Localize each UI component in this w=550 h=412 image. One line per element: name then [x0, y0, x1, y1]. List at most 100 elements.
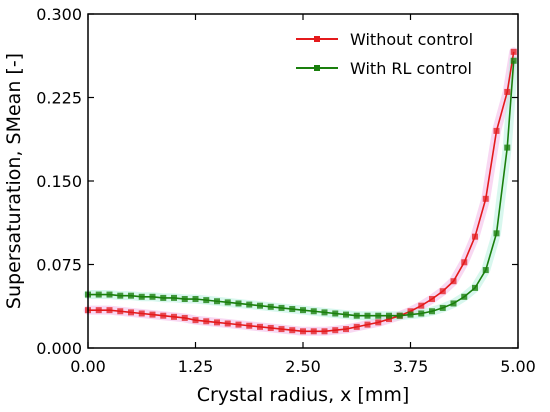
data-point [171, 294, 177, 301]
data-point [267, 303, 274, 310]
data-point [510, 57, 517, 64]
data-point [171, 313, 177, 320]
data-point [246, 301, 253, 308]
legend-label-with-rl-control: With RL control [350, 59, 472, 78]
data-point [138, 293, 145, 300]
legend-marker-with-rl-control [314, 65, 320, 71]
data-point [160, 312, 167, 319]
data-point [493, 230, 500, 237]
data-point [278, 304, 285, 311]
data-point [257, 323, 263, 330]
data-point [364, 312, 371, 319]
legend-marker-without-control [314, 36, 320, 42]
data-point [106, 291, 113, 298]
data-point [257, 302, 263, 309]
data-point [289, 327, 296, 334]
data-point [235, 300, 242, 307]
data-point [450, 300, 457, 307]
data-point [353, 312, 360, 319]
data-point [493, 127, 500, 134]
x-tick-label: 5.00 [500, 357, 536, 376]
data-point [407, 308, 414, 315]
legend: Without control With RL control [296, 30, 473, 78]
data-point [429, 296, 435, 303]
y-tick-label: 0.300 [36, 5, 82, 24]
x-tick-label: 1.25 [178, 357, 214, 376]
data-point [450, 278, 457, 285]
data-point [461, 259, 468, 266]
x-tick-label: 3.75 [393, 357, 429, 376]
data-point [332, 310, 339, 317]
x-axis-label: Crystal radius, x [mm] [197, 384, 410, 406]
data-point [117, 308, 124, 315]
y-tick-label: 0.150 [36, 172, 82, 191]
data-point [203, 318, 210, 325]
data-point [310, 308, 317, 315]
data-point [128, 292, 134, 299]
y-axis: 0.000 0.075 0.150 0.225 0.300 [36, 5, 518, 358]
data-point [504, 144, 511, 151]
data-point [321, 328, 328, 335]
data-point [321, 309, 328, 316]
data-point [439, 288, 446, 295]
data-point [300, 307, 306, 314]
x-tick-label: 0.00 [70, 357, 106, 376]
data-point [117, 292, 124, 299]
legend-label-without-control: Without control [350, 30, 473, 49]
data-point [353, 323, 360, 330]
data-point [472, 284, 478, 291]
data-point [160, 294, 167, 301]
y-axis-label: Supersaturation, SMean [-] [3, 53, 25, 309]
data-point [504, 88, 511, 95]
data-point [386, 316, 392, 323]
data-point [482, 267, 489, 274]
data-point [375, 312, 382, 319]
data-point [106, 307, 113, 314]
data-point [289, 306, 296, 313]
data-point [278, 326, 285, 333]
data-point [439, 304, 446, 311]
y-tick-label: 0.000 [36, 339, 82, 358]
data-point [418, 310, 425, 317]
data-point [482, 195, 489, 202]
data-point [192, 296, 199, 303]
data-point [510, 48, 517, 55]
data-point [472, 233, 478, 240]
data-point [95, 307, 102, 314]
data-point [364, 321, 371, 328]
data-point [300, 328, 306, 335]
data-point [192, 317, 199, 324]
data-point [224, 299, 231, 306]
data-point [429, 308, 435, 315]
data-point [235, 321, 242, 328]
data-point [246, 322, 253, 329]
data-point [375, 319, 382, 326]
data-point [214, 298, 220, 305]
x-axis: 0.00 1.25 2.50 3.75 5.00 [70, 14, 536, 376]
data-point [203, 297, 210, 304]
y-tick-label: 0.075 [36, 256, 82, 275]
data-point [418, 302, 425, 309]
series-layer [85, 48, 517, 335]
data-point [343, 311, 349, 318]
data-point [128, 309, 134, 316]
data-point [95, 291, 102, 298]
data-point [138, 310, 145, 317]
y-tick-label: 0.225 [36, 89, 82, 108]
data-point [310, 328, 317, 335]
data-point [343, 326, 349, 333]
data-point [149, 311, 156, 318]
series-1 [85, 57, 517, 319]
data-point [224, 320, 231, 327]
x-tick-label: 2.50 [285, 357, 321, 376]
data-point [332, 327, 339, 334]
data-point [396, 312, 403, 319]
data-point [181, 296, 188, 303]
data-point [267, 324, 274, 331]
data-point [461, 293, 468, 300]
data-point [386, 312, 392, 319]
series-0 [85, 48, 517, 335]
data-point [407, 311, 414, 318]
data-point [214, 319, 220, 326]
